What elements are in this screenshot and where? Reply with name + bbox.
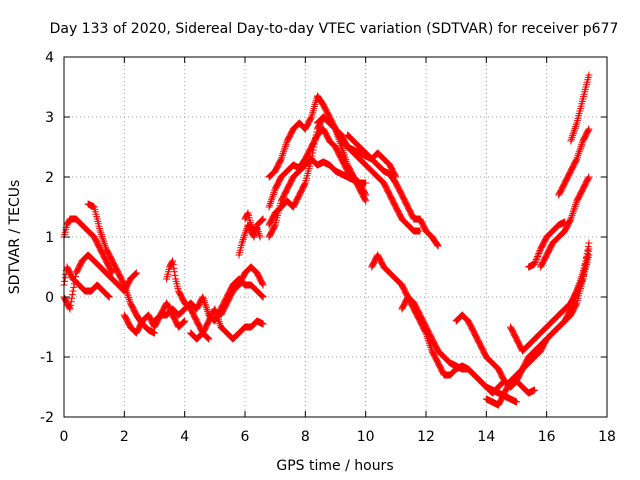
plus-markers: [241, 209, 264, 241]
satellite-track-12: [265, 155, 370, 241]
axis-ticks: [63, 56, 608, 418]
x-tick-label: 2: [120, 429, 129, 445]
plus-markers: [525, 218, 569, 271]
plus-markers: [187, 305, 267, 343]
y-tick-label: 2: [45, 170, 54, 186]
plus-markers: [163, 257, 213, 343]
plus-markers: [265, 155, 370, 241]
satellite-track-8: [187, 305, 267, 343]
x-tick-label: 6: [241, 429, 250, 445]
plus-markers: [398, 293, 520, 406]
satellite-track-18: [368, 251, 539, 397]
satellite-track-6: [163, 257, 213, 343]
x-tick-label: 0: [60, 429, 69, 445]
data-markers: [60, 71, 593, 409]
satellite-track-11: [241, 209, 264, 241]
satellite-track-22: [507, 251, 593, 355]
y-tick-label: 1: [45, 230, 54, 246]
plus-markers: [537, 173, 593, 271]
plus-markers: [555, 125, 593, 199]
satellite-track-19: [398, 293, 520, 406]
y-axis-label: SDTVAR / TECUs: [7, 180, 23, 295]
satellite-track-17: [344, 131, 442, 250]
plus-markers: [567, 71, 593, 145]
x-tick-label: 4: [180, 429, 189, 445]
plus-markers: [368, 251, 539, 397]
satellite-track-24: [525, 218, 569, 271]
y-tick-label: -2: [40, 410, 54, 426]
x-tick-label: 14: [477, 429, 495, 445]
x-tick-label: 8: [301, 429, 310, 445]
plus-markers: [217, 263, 267, 319]
satellite-track-25: [555, 125, 593, 199]
y-tick-label: 4: [45, 50, 54, 66]
plus-markers: [507, 251, 593, 355]
plus-markers: [344, 131, 442, 250]
chart-title: Day 133 of 2020, Sidereal Day-to-day VTE…: [50, 21, 619, 37]
satellite-track-16: [313, 113, 424, 235]
satellite-track-26: [567, 71, 593, 145]
y-tick-label: -1: [40, 350, 54, 366]
grid-lines: [64, 57, 607, 417]
x-tick-label: 18: [598, 429, 616, 445]
x-axis-label: GPS time / hours: [276, 458, 393, 474]
x-tick-label: 12: [417, 429, 435, 445]
y-tick-label: 3: [45, 110, 54, 126]
x-tick-label: 16: [538, 429, 556, 445]
satellite-track-9: [217, 263, 267, 319]
plus-markers: [313, 113, 424, 235]
x-tick-label: 10: [357, 429, 375, 445]
y-tick-label: 0: [45, 290, 54, 306]
satellite-track-23: [537, 173, 593, 271]
